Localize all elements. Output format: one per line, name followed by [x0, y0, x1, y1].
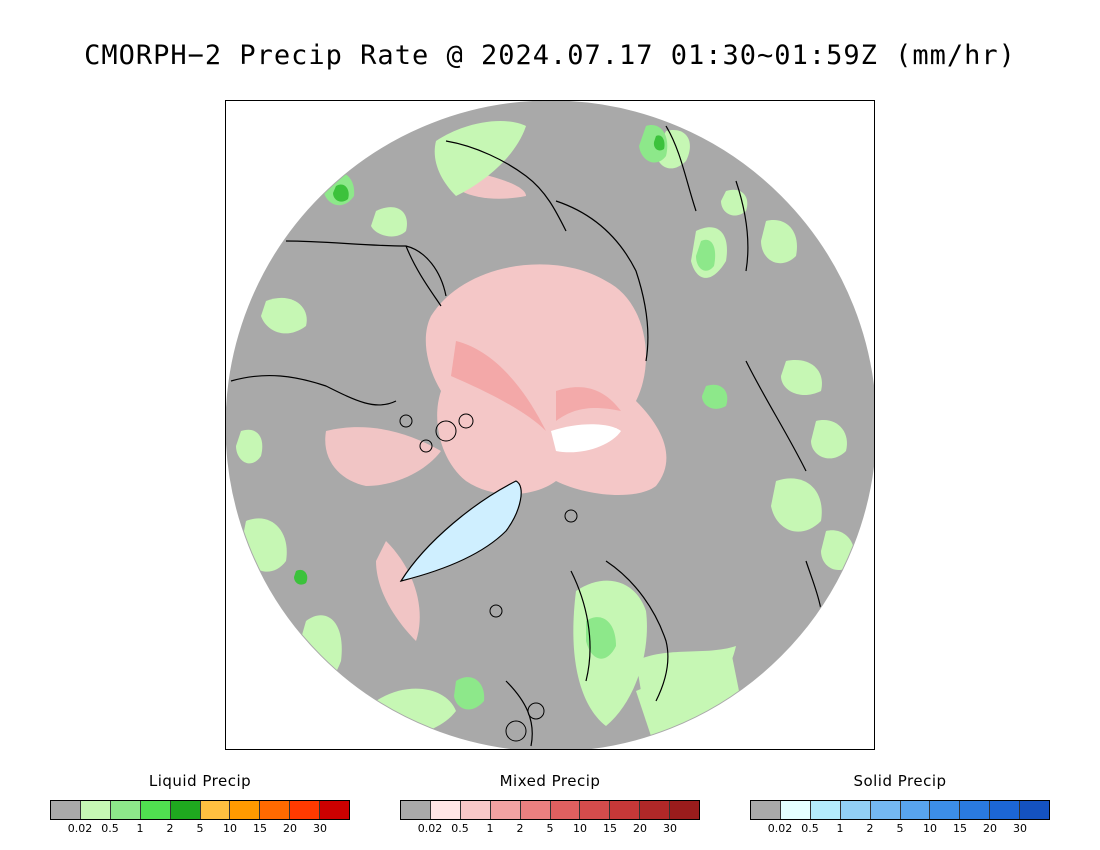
snow-region	[551, 424, 621, 453]
legend-tick-label: 1	[836, 822, 844, 835]
legend-tick-labels: 0.02 0.5 1 2 5 10 15 20 30	[400, 822, 700, 836]
legend-swatch	[900, 801, 931, 819]
legend-swatch	[51, 801, 81, 819]
legend-swatch	[260, 801, 291, 819]
mixed-precip-region	[325, 427, 441, 486]
map-title: CMORPH−2 Precip Rate @ 2024.07.17 01:30~…	[84, 40, 1016, 71]
legend-tick-label: 20	[633, 822, 647, 835]
legend-swatch	[401, 801, 431, 819]
legend-tick-labels: 0.02 0.5 1 2 5 10 15 20 30	[50, 822, 350, 836]
legend-swatch	[230, 801, 261, 819]
legend-tick-label: 0.5	[801, 822, 819, 835]
legend-tick-label: 2	[166, 822, 174, 835]
legend-tick-label: 0.02	[67, 822, 93, 835]
legend-liquid: Liquid Precip 0.02 0.5 1 2 5 10 15 20 30	[50, 772, 350, 842]
legend-swatch	[810, 801, 841, 819]
mixed-precip-streak	[451, 341, 546, 431]
polar-map	[225, 100, 875, 750]
legend-swatch	[990, 801, 1021, 819]
legend-title: Solid Precip	[853, 772, 947, 790]
legend-tick-label: 10	[573, 822, 587, 835]
liquid-precip-heavy	[294, 135, 665, 585]
legend-swatch	[80, 801, 111, 819]
legend-swatch	[1020, 801, 1050, 819]
legend-tick-label: 5	[546, 822, 554, 835]
legend-color-bar	[400, 800, 700, 820]
legend-swatch	[490, 801, 521, 819]
legend-tick-label: 30	[663, 822, 677, 835]
legend-mixed: Mixed Precip 0.02 0.5 1 2 5 10 15 20 30	[400, 772, 700, 842]
legend-color-bar	[50, 800, 350, 820]
legend-swatch	[930, 801, 961, 819]
legend-tick-label: 15	[953, 822, 967, 835]
legend-swatch	[780, 801, 811, 819]
legend-tick-label: 30	[313, 822, 327, 835]
polar-map-svg	[226, 101, 874, 749]
legend-swatch	[960, 801, 991, 819]
legend-swatch	[610, 801, 641, 819]
liquid-precip-light	[636, 651, 741, 749]
legend-swatch	[290, 801, 321, 819]
legend-tick-label: 5	[196, 822, 204, 835]
legend-tick-label: 15	[603, 822, 617, 835]
legend-color-bar	[750, 800, 1050, 820]
legend-swatch	[320, 801, 350, 819]
legend-swatch	[670, 801, 700, 819]
legend-tick-label: 15	[253, 822, 267, 835]
legend-tick-label: 20	[283, 822, 297, 835]
legend-swatch	[460, 801, 491, 819]
legend-tick-label: 0.02	[417, 822, 443, 835]
legend-title: Mixed Precip	[499, 772, 601, 790]
legend-swatch	[110, 801, 141, 819]
legend-tick-label: 1	[136, 822, 144, 835]
legend-swatch	[200, 801, 231, 819]
legend-tick-label: 5	[896, 822, 904, 835]
legend-swatch	[580, 801, 611, 819]
mixed-precip-region	[376, 541, 420, 641]
legend-tick-label: 0.5	[101, 822, 119, 835]
legend-tick-label: 2	[516, 822, 524, 835]
legend-swatch	[430, 801, 461, 819]
legend-tick-label: 10	[223, 822, 237, 835]
legend-title: Liquid Precip	[148, 772, 252, 790]
legend-tick-labels: 0.02 0.5 1 2 5 10 15 20 30	[750, 822, 1050, 836]
legend-swatch	[170, 801, 201, 819]
legend-tick-label: 20	[983, 822, 997, 835]
legend-swatch	[870, 801, 901, 819]
legend-tick-label: 0.5	[451, 822, 469, 835]
legend-swatch	[640, 801, 671, 819]
legend-solid: Solid Precip 0.02 0.5 1 2 5 10 15 20 30	[750, 772, 1050, 842]
islands	[399, 413, 578, 742]
legend-swatch	[751, 801, 781, 819]
legend-swatch	[520, 801, 551, 819]
legend-tick-label: 0.02	[767, 822, 793, 835]
legend-tick-label: 30	[1013, 822, 1027, 835]
coastlines	[230, 125, 823, 747]
legend-tick-label: 1	[486, 822, 494, 835]
legend-tick-label: 2	[866, 822, 874, 835]
legend-tick-label: 10	[923, 822, 937, 835]
legend-swatch	[840, 801, 871, 819]
mixed-precip-streak	[556, 387, 621, 421]
legend-swatch	[140, 801, 171, 819]
legend-swatch	[550, 801, 581, 819]
